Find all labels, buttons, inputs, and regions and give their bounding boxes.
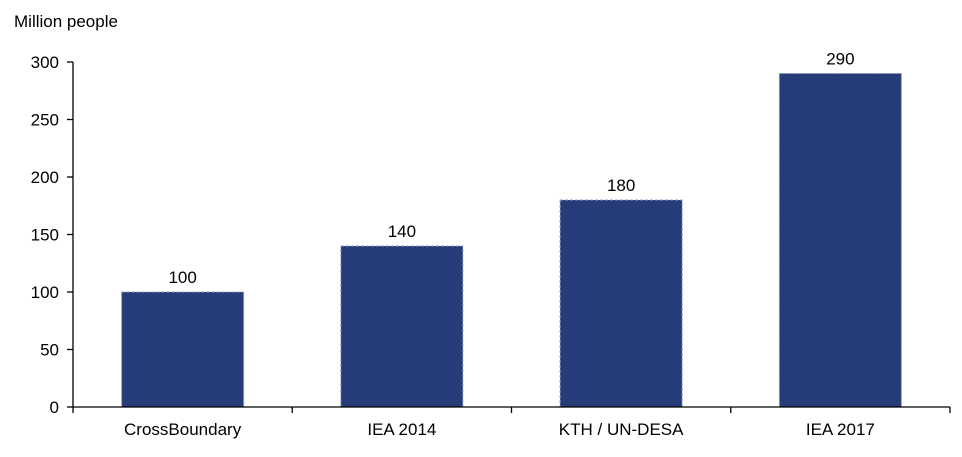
bar-value-label: 180 [607, 176, 635, 195]
x-tick-label: IEA 2017 [806, 420, 875, 439]
y-tick-label: 50 [40, 341, 59, 360]
bar [559, 199, 683, 408]
y-axis: 0 50 100 150 200 250 300 [31, 53, 74, 417]
bar [121, 291, 245, 408]
y-tick-label: 150 [31, 226, 59, 245]
y-axis-title: Million people [14, 12, 118, 31]
x-tick-label: KTH / UN-DESA [559, 420, 684, 439]
y-tick-label: 100 [31, 283, 59, 302]
x-tick-label: CrossBoundary [124, 420, 242, 439]
bar [778, 73, 902, 408]
bars: 100 140 180 290 [121, 50, 902, 408]
x-axis: CrossBoundary IEA 2014 KTH / UN-DESA IEA 20… [72, 406, 951, 439]
y-tick-label: 0 [50, 398, 59, 417]
x-tick-label: IEA 2014 [367, 420, 436, 439]
y-tick-label: 250 [31, 111, 59, 130]
bar-value-label: 100 [168, 268, 196, 287]
y-tick-label: 300 [31, 53, 59, 72]
bar-value-label: 290 [826, 50, 854, 69]
bar [340, 245, 464, 408]
y-tick-label: 200 [31, 168, 59, 187]
bar-value-label: 140 [388, 222, 416, 241]
